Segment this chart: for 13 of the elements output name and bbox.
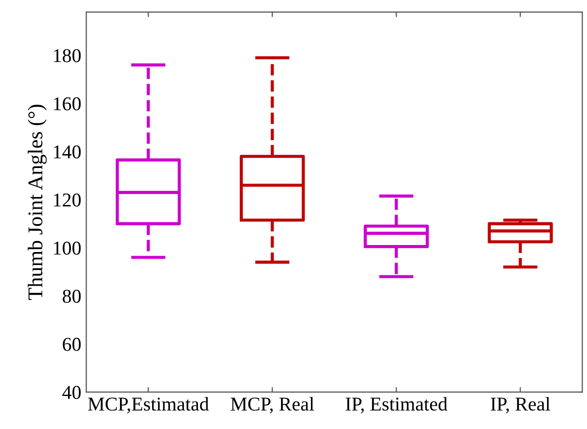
y-tick-label: 100	[54, 242, 81, 255]
x-tick-label: IP, Estimated	[346, 396, 448, 414]
x-tick-label: MCP, Real	[230, 396, 314, 414]
x-tick-label: MCP,Estimatad	[88, 396, 209, 414]
y-tick-label: 60	[62, 338, 81, 351]
y-tick-label: 140	[54, 145, 81, 158]
y-tick-label: 40	[62, 386, 81, 400]
y-tick-label: 120	[54, 193, 81, 207]
x-tick-label: IP, Real	[490, 396, 550, 414]
y-tick-label: 180	[54, 49, 81, 62]
y-tick-label: 80	[62, 290, 81, 303]
y-axis-title: Thumb Joint Angles (°)	[28, 104, 47, 300]
y-tick-label: 160	[54, 97, 81, 110]
